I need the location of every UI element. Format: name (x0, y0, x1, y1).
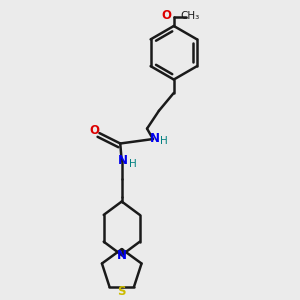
Text: O: O (89, 124, 99, 137)
Text: CH₃: CH₃ (181, 11, 200, 22)
Text: N: N (117, 249, 127, 262)
Text: H: H (160, 136, 168, 146)
Text: O: O (161, 9, 171, 22)
Text: H: H (129, 159, 137, 169)
Text: S: S (118, 285, 126, 298)
Text: N: N (149, 132, 160, 145)
Text: N: N (118, 154, 128, 167)
